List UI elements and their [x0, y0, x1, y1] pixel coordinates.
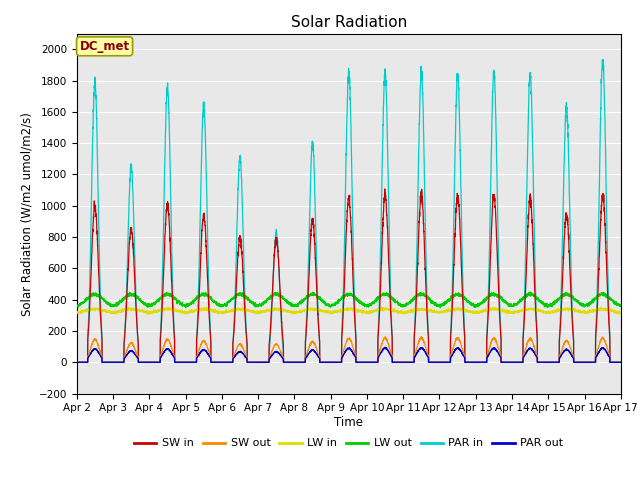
- Text: DC_met: DC_met: [79, 40, 130, 53]
- Legend: SW in, SW out, LW in, LW out, PAR in, PAR out: SW in, SW out, LW in, LW out, PAR in, PA…: [130, 434, 568, 453]
- X-axis label: Time: Time: [334, 416, 364, 429]
- Y-axis label: Solar Radiation (W/m2 umol/m2/s): Solar Radiation (W/m2 umol/m2/s): [20, 112, 33, 315]
- Title: Solar Radiation: Solar Radiation: [291, 15, 407, 30]
